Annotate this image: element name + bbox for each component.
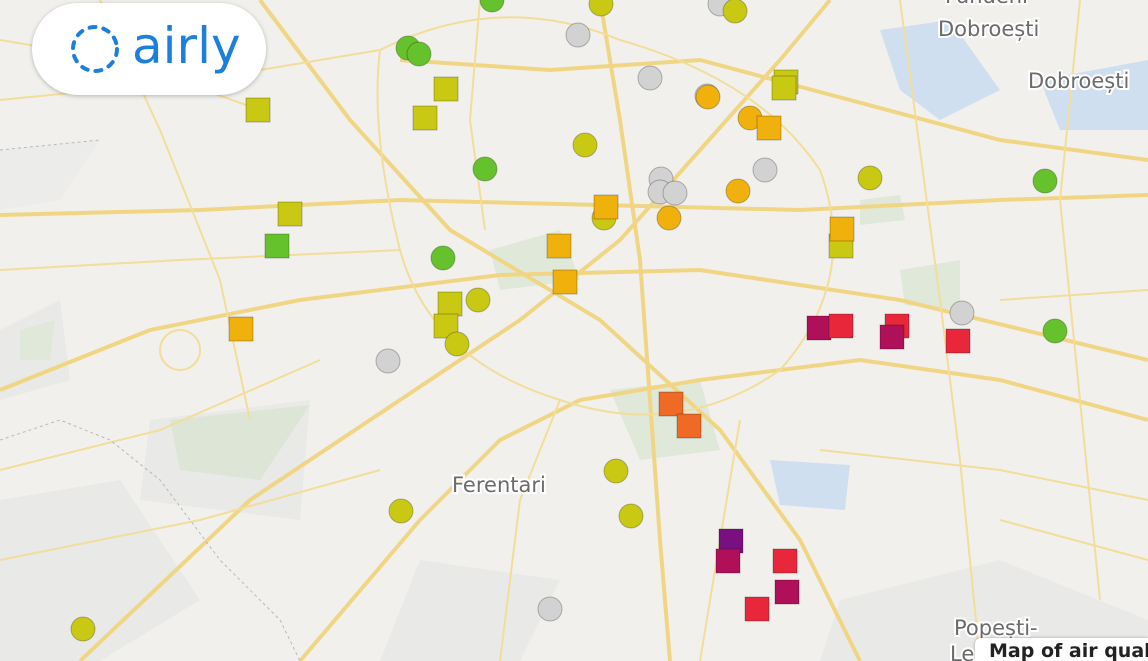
sensor-marker[interactable] [552, 269, 578, 295]
sensor-marker[interactable] [277, 201, 303, 227]
sensor-marker[interactable] [603, 458, 629, 484]
sensor-marker[interactable] [546, 233, 572, 259]
sensor-markers [70, 0, 1068, 642]
caption-text: Map of air quality [989, 640, 1148, 661]
sensor-marker[interactable] [756, 115, 782, 141]
logo-text: airly [132, 17, 241, 75]
sensor-marker[interactable] [676, 413, 702, 439]
sensor-marker[interactable] [465, 287, 491, 313]
sensor-marker[interactable] [412, 105, 438, 131]
sensor-marker[interactable] [752, 157, 778, 183]
sensor-marker[interactable] [437, 291, 463, 317]
sensor-marker[interactable] [662, 180, 688, 206]
sensor-marker[interactable] [618, 503, 644, 529]
sensor-marker[interactable] [588, 0, 614, 17]
sensor-marker[interactable] [658, 391, 684, 417]
sensor-marker[interactable] [945, 328, 971, 354]
sensor-marker[interactable] [879, 324, 905, 350]
sensor-marker[interactable] [695, 84, 721, 110]
place-label: Ferentari [452, 473, 546, 497]
sensor-marker[interactable] [593, 194, 619, 220]
sensor-marker[interactable] [375, 348, 401, 374]
place-label: Dobroești [1028, 69, 1129, 93]
sensor-marker[interactable] [656, 205, 682, 231]
sensor-marker[interactable] [771, 75, 797, 101]
sensor-marker[interactable] [774, 579, 800, 605]
sensor-marker[interactable] [1042, 318, 1068, 344]
sensor-marker[interactable] [537, 596, 563, 622]
sensor-marker[interactable] [949, 300, 975, 326]
sensor-marker[interactable] [772, 548, 798, 574]
sensor-marker[interactable] [572, 132, 598, 158]
sensor-marker[interactable] [388, 498, 414, 524]
sensor-marker[interactable] [444, 331, 470, 357]
sensor-marker[interactable] [430, 245, 456, 271]
sensor-marker[interactable] [1032, 168, 1058, 194]
sensor-marker[interactable] [829, 216, 855, 242]
sensor-marker[interactable] [637, 65, 663, 91]
place-label: Dobroești [938, 17, 1039, 41]
sensor-marker[interactable] [565, 22, 591, 48]
place-label: Fundeni [945, 0, 1028, 8]
logo-icon [71, 25, 119, 73]
sensor-marker[interactable] [725, 178, 751, 204]
sensor-marker[interactable] [406, 41, 432, 67]
sensor-marker[interactable] [70, 616, 96, 642]
sensor-marker[interactable] [245, 97, 271, 123]
logo[interactable]: airly [32, 3, 266, 95]
sensor-marker[interactable] [264, 233, 290, 259]
caption: Map of air quality [975, 638, 1148, 661]
sensor-marker[interactable] [722, 0, 748, 24]
sensor-marker[interactable] [433, 76, 459, 102]
sensor-marker[interactable] [472, 156, 498, 182]
place-label: Popești- [954, 616, 1038, 640]
sensor-marker[interactable] [806, 315, 832, 341]
sensor-marker[interactable] [715, 548, 741, 574]
sensor-marker[interactable] [479, 0, 505, 13]
sensor-marker[interactable] [228, 316, 254, 342]
sensor-marker[interactable] [857, 165, 883, 191]
sensor-marker[interactable] [744, 596, 770, 622]
sensor-marker[interactable] [828, 313, 854, 339]
land [0, 20, 1148, 661]
